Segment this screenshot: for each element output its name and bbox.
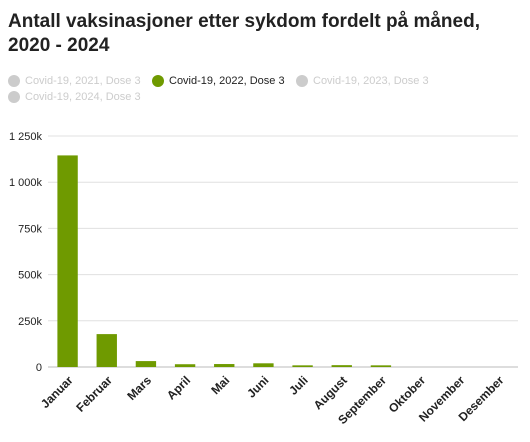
legend-dot-icon — [8, 91, 20, 103]
legend-dot-icon — [8, 75, 20, 87]
y-tick-label: 500k — [18, 270, 42, 282]
bar[interactable] — [135, 361, 157, 367]
y-tick-label: 1 000k — [9, 177, 43, 189]
y-tick-label: 1 250k — [9, 131, 43, 143]
x-tick-label: August — [311, 373, 350, 412]
legend-dot-icon — [296, 75, 308, 87]
bar[interactable] — [331, 365, 352, 367]
bar[interactable] — [370, 365, 392, 367]
x-tick-label: Januar — [38, 373, 76, 411]
legend-item-2022[interactable]: Covid-19, 2022, Dose 3 — [152, 75, 285, 87]
x-tick-label: Juli — [286, 373, 311, 398]
legend-label: Covid-19, 2021, Dose 3 — [25, 75, 141, 87]
legend-label: Covid-19, 2022, Dose 3 — [169, 75, 285, 87]
legend-item-2021[interactable]: Covid-19, 2021, Dose 3 — [8, 75, 141, 87]
legend-item-2023[interactable]: Covid-19, 2023, Dose 3 — [296, 75, 429, 87]
y-tick-label: 250k — [18, 316, 42, 328]
x-tick-label: Februar — [73, 373, 115, 415]
legend-dot-icon — [152, 75, 164, 87]
bar[interactable] — [292, 365, 313, 367]
x-tick-label: Juni — [244, 373, 271, 400]
legend-item-2024[interactable]: Covid-19, 2024, Dose 3 — [8, 91, 141, 103]
y-tick-label: 750k — [18, 223, 42, 235]
x-tick-label: April — [164, 373, 193, 402]
bar[interactable] — [96, 334, 117, 367]
bar[interactable] — [57, 155, 78, 367]
x-tick-label: Mars — [124, 373, 154, 403]
legend-label: Covid-19, 2024, Dose 3 — [25, 91, 141, 103]
x-tick-label: Mai — [208, 373, 232, 397]
chart-title: Antall vaksinasjoner etter sykdom fordel… — [8, 11, 480, 56]
bar[interactable] — [174, 364, 196, 367]
bar[interactable] — [214, 364, 235, 367]
bar[interactable] — [253, 363, 274, 367]
legend-label: Covid-19, 2023, Dose 3 — [313, 75, 429, 87]
y-tick-label: 0 — [36, 362, 42, 374]
